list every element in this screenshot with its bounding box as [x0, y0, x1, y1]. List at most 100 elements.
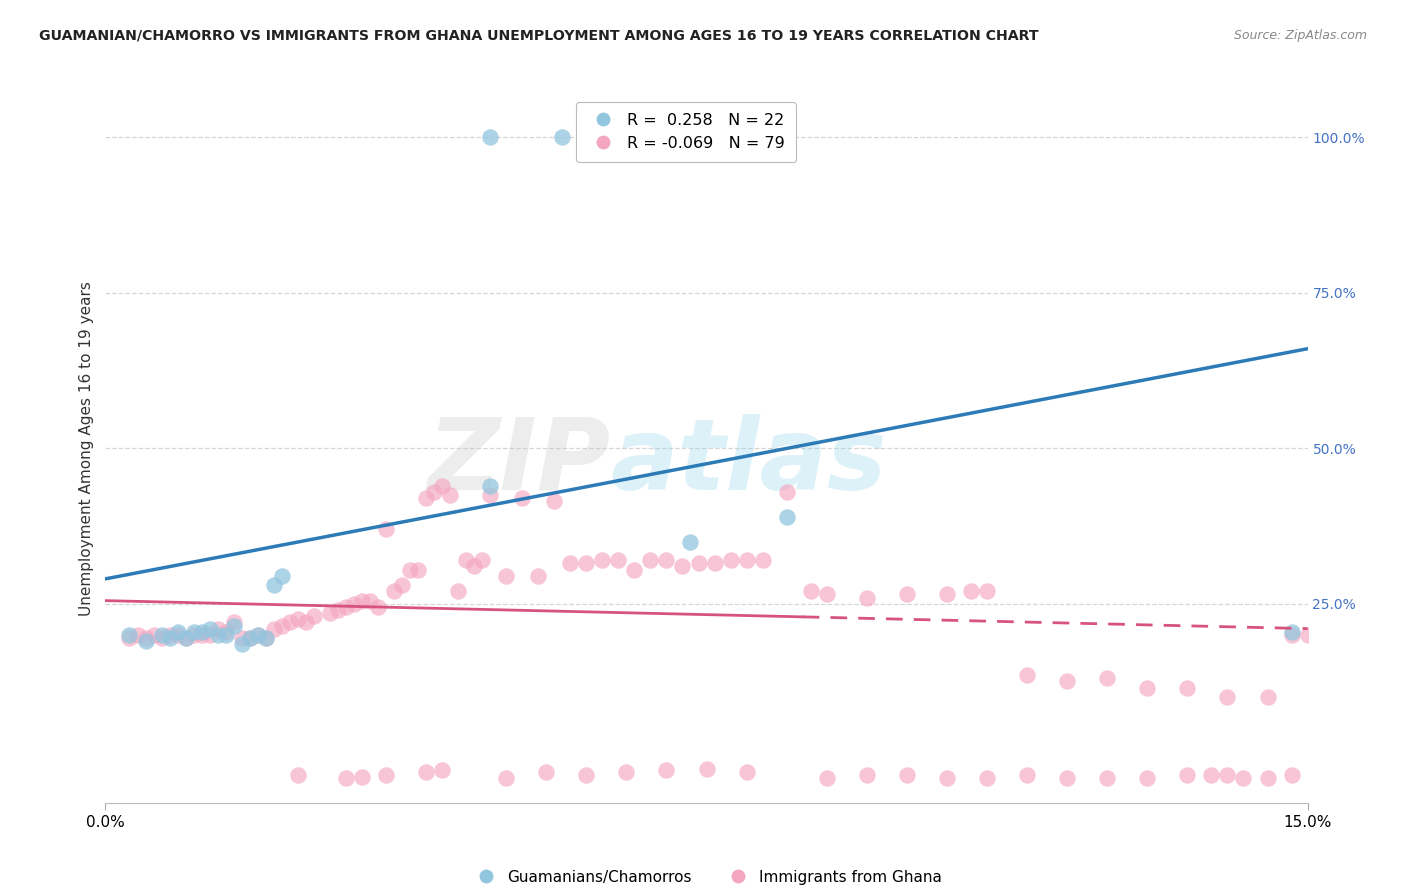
Point [776, 484, 799, 499]
Point [319, 606, 342, 620]
Point [607, 553, 630, 567]
Point [239, 631, 262, 645]
Point [246, 628, 269, 642]
Point [183, 624, 205, 639]
Point [623, 562, 645, 576]
Point [222, 615, 245, 630]
Point [391, 578, 413, 592]
Point [239, 631, 262, 645]
Point [735, 764, 758, 779]
Point [527, 568, 550, 582]
Point [447, 584, 470, 599]
Point [135, 634, 157, 648]
Point [776, 509, 799, 524]
Point [815, 771, 838, 785]
Point [936, 771, 959, 785]
Point [591, 553, 613, 567]
Point [207, 628, 229, 642]
Point [231, 637, 253, 651]
Point [270, 568, 292, 582]
Point [159, 631, 181, 645]
Point [263, 578, 285, 592]
Point [254, 631, 277, 645]
Point [278, 615, 301, 630]
Point [735, 553, 758, 567]
Point [231, 631, 253, 645]
Point [367, 599, 389, 614]
Point [198, 622, 221, 636]
Point [1017, 768, 1039, 782]
Point [166, 628, 188, 642]
Point [302, 609, 325, 624]
Text: atlas: atlas [610, 414, 887, 511]
Point [640, 553, 662, 567]
Point [703, 557, 725, 571]
Point [359, 593, 381, 607]
Point [575, 768, 598, 782]
Point [246, 628, 269, 642]
Point [1257, 690, 1279, 704]
Point [688, 557, 710, 571]
Point [936, 587, 959, 601]
Point [976, 584, 998, 599]
Point [198, 628, 221, 642]
Point [1281, 628, 1303, 642]
Point [159, 628, 181, 642]
Point [1201, 768, 1223, 782]
Point [214, 628, 236, 642]
Point [335, 771, 357, 785]
Point [1232, 771, 1254, 785]
Point [495, 771, 517, 785]
Point [207, 622, 229, 636]
Point [350, 593, 373, 607]
Point [350, 770, 373, 784]
Point [439, 488, 461, 502]
Point [135, 631, 157, 645]
Point [166, 624, 188, 639]
Point [1097, 672, 1119, 686]
Point [270, 618, 292, 632]
Point [479, 130, 502, 145]
Legend: Guamanians/Chamorros, Immigrants from Ghana: Guamanians/Chamorros, Immigrants from Gh… [465, 863, 948, 891]
Point [751, 553, 773, 567]
Text: ZIP: ZIP [427, 414, 610, 511]
Point [406, 562, 429, 576]
Point [510, 491, 533, 505]
Point [150, 631, 173, 645]
Point [463, 559, 485, 574]
Point [399, 562, 422, 576]
Point [335, 599, 357, 614]
Point [1177, 681, 1199, 695]
Point [655, 764, 678, 778]
Point [263, 622, 285, 636]
Y-axis label: Unemployment Among Ages 16 to 19 years: Unemployment Among Ages 16 to 19 years [79, 281, 94, 615]
Point [382, 584, 405, 599]
Point [1296, 628, 1319, 642]
Point [855, 591, 877, 605]
Point [855, 768, 877, 782]
Point [374, 522, 398, 536]
Point [696, 762, 718, 776]
Text: GUAMANIAN/CHAMORRO VS IMMIGRANTS FROM GHANA UNEMPLOYMENT AMONG AGES 16 TO 19 YEA: GUAMANIAN/CHAMORRO VS IMMIGRANTS FROM GH… [39, 29, 1039, 43]
Point [214, 624, 236, 639]
Point [543, 494, 565, 508]
Point [183, 628, 205, 642]
Point [287, 612, 309, 626]
Text: Source: ZipAtlas.com: Source: ZipAtlas.com [1233, 29, 1367, 42]
Point [1216, 768, 1239, 782]
Point [118, 628, 141, 642]
Point [655, 553, 678, 567]
Point [800, 584, 823, 599]
Point [1216, 690, 1239, 704]
Point [374, 768, 398, 782]
Point [495, 568, 517, 582]
Point [534, 764, 557, 779]
Point [326, 603, 349, 617]
Point [575, 557, 598, 571]
Point [671, 559, 693, 574]
Point [896, 768, 918, 782]
Point [1056, 771, 1078, 785]
Point [616, 764, 638, 779]
Point [423, 484, 446, 499]
Point [551, 130, 574, 145]
